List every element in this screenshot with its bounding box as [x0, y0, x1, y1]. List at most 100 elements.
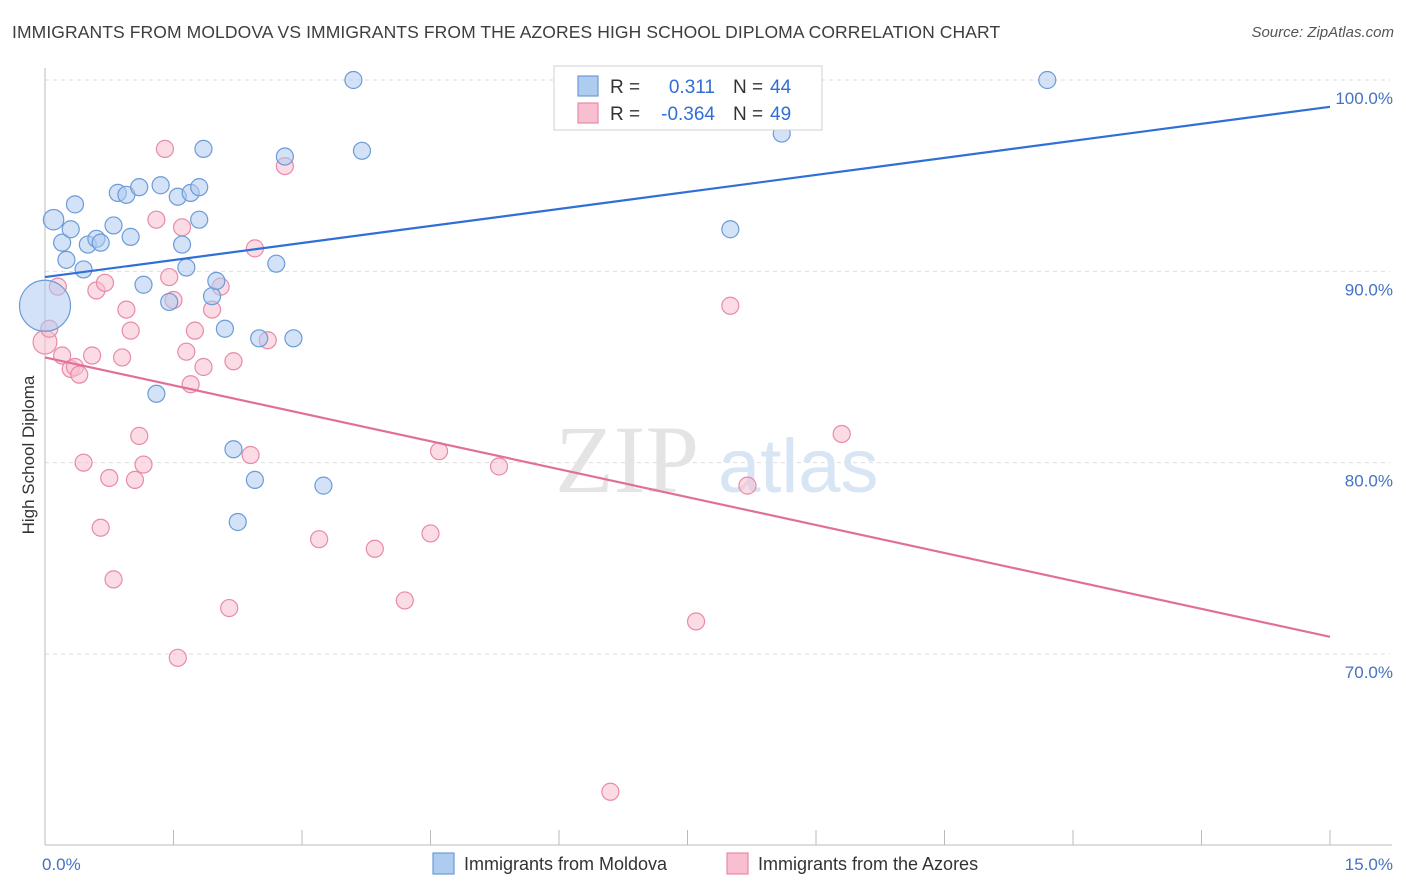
point-azores — [147, 210, 166, 229]
point-moldova — [61, 220, 80, 239]
point-azores — [686, 612, 706, 631]
y-tick-labels: 70.0% 80.0% 90.0% 100.0% — [1335, 89, 1393, 682]
series-legend-label-moldova: Immigrants from Moldova — [464, 854, 668, 874]
point-azores — [365, 539, 384, 558]
point-azores — [185, 321, 205, 340]
legend-r-value-moldova: 0.311 — [669, 77, 715, 98]
point-azores — [177, 342, 196, 361]
point-moldova — [177, 258, 196, 277]
point-moldova — [275, 147, 294, 166]
legend-r-label-azores: R = — [610, 104, 640, 125]
legend-r-value-azores: -0.364 — [661, 104, 715, 125]
x-tick-label: 0.0% — [42, 855, 81, 874]
point-moldova — [202, 287, 222, 306]
point-azores — [172, 218, 192, 237]
point-moldova — [104, 216, 123, 235]
trend-lines — [44, 105, 1331, 638]
point-azores — [104, 570, 123, 589]
trend-line-moldova — [44, 105, 1331, 279]
y-tick-label: 70.0% — [1345, 663, 1393, 682]
legend-n-label-azores: N = — [733, 104, 763, 125]
point-azores — [117, 300, 136, 319]
point-azores — [155, 139, 175, 158]
point-azores — [70, 365, 89, 384]
series-legend-swatch-moldova — [432, 852, 455, 875]
point-moldova — [151, 176, 170, 195]
series-legend-label-azores: Immigrants from the Azores — [758, 854, 978, 874]
point-azores — [112, 348, 132, 367]
point-moldova — [42, 208, 65, 231]
point-moldova — [190, 210, 209, 229]
point-azores — [421, 524, 440, 543]
point-moldova — [134, 275, 153, 294]
point-azores — [310, 530, 329, 549]
point-azores — [224, 352, 243, 371]
point-moldova — [121, 227, 140, 246]
point-moldova — [228, 512, 247, 532]
point-azores — [241, 445, 260, 465]
point-moldova — [147, 384, 166, 403]
point-moldova — [267, 254, 286, 273]
point-azores — [395, 591, 414, 610]
point-azores — [100, 468, 119, 488]
y-tick-label: 100.0% — [1335, 89, 1393, 108]
point-moldova — [284, 329, 303, 348]
grid — [45, 79, 1390, 655]
point-moldova — [250, 329, 269, 348]
point-moldova — [207, 271, 226, 290]
point-azores — [74, 453, 93, 472]
chart-title: IMMIGRANTS FROM MOLDOVA VS IMMIGRANTS FR… — [12, 22, 1001, 42]
source-label: Source: ZipAtlas.com — [1251, 24, 1394, 41]
point-moldova — [721, 220, 740, 239]
trend-line-azores — [44, 356, 1331, 638]
point-moldova — [344, 70, 363, 90]
point-moldova — [194, 139, 213, 158]
point-moldova — [172, 235, 192, 254]
x-tick-label: 15.0% — [1345, 855, 1393, 874]
point-azores — [194, 357, 213, 377]
point-azores — [489, 457, 509, 476]
point-azores — [121, 321, 140, 340]
point-moldova — [245, 470, 264, 489]
point-moldova — [314, 476, 333, 495]
watermark: ZIP atlas — [555, 406, 879, 513]
y-tick-label: 90.0% — [1345, 280, 1393, 299]
y-tick-label: 80.0% — [1345, 472, 1393, 491]
point-azores — [130, 426, 149, 445]
series-legend-swatch-azores — [726, 852, 749, 875]
x-tick-labels: 0.0% 15.0% — [42, 855, 1393, 874]
point-azores — [220, 598, 239, 618]
point-azores — [160, 267, 179, 287]
point-azores — [83, 346, 102, 365]
point-azores — [601, 782, 620, 801]
point-moldova — [352, 141, 372, 160]
stats-legend: R = 0.311 N = 44 R = -0.364 N = 49 — [553, 65, 823, 131]
point-azores — [91, 518, 110, 537]
legend-n-value-azores: 49 — [770, 104, 791, 125]
watermark-atlas: atlas — [718, 424, 879, 509]
point-moldova — [190, 178, 209, 197]
legend-n-value-moldova: 44 — [770, 77, 792, 98]
point-azores — [168, 648, 187, 667]
watermark-zip: ZIP — [555, 406, 699, 513]
point-azores — [832, 424, 851, 444]
point-moldova — [224, 440, 243, 459]
point-azores — [125, 470, 145, 489]
point-azores — [134, 455, 153, 474]
legend-r-label-moldova: R = — [610, 77, 640, 98]
data-points — [18, 70, 1057, 801]
point-azores — [721, 296, 740, 315]
point-moldova — [91, 233, 110, 252]
stats-legend-box — [553, 65, 823, 131]
legend-swatch-moldova — [577, 75, 599, 97]
point-azores — [738, 476, 757, 495]
point-moldova — [130, 178, 149, 197]
point-moldova — [215, 319, 234, 338]
series-legend: Immigrants from Moldova Immigrants from … — [432, 852, 978, 875]
y-axis-label: High School Diploma — [19, 375, 38, 534]
point-moldova — [57, 250, 76, 269]
legend-n-label-moldova: N = — [733, 77, 763, 98]
point-moldova — [160, 292, 179, 312]
axes — [44, 68, 1392, 846]
